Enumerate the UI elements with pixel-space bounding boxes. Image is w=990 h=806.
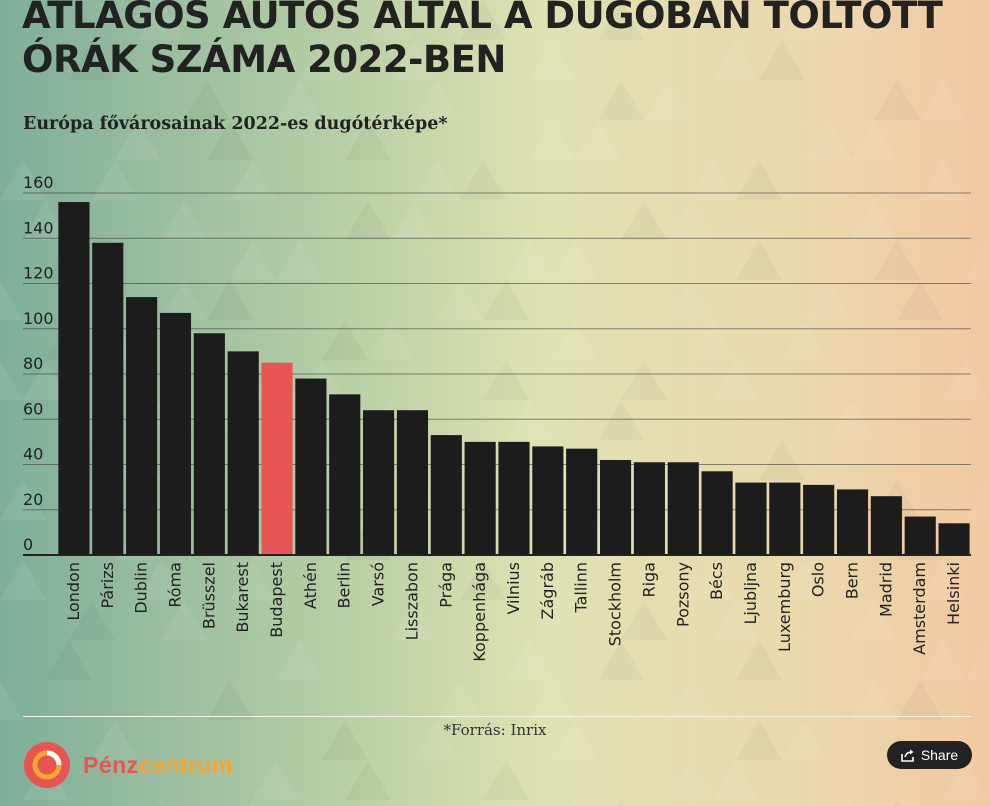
x-tick-label: Koppenhága — [470, 562, 489, 662]
bar — [566, 448, 598, 555]
bar — [92, 242, 124, 555]
y-tick-label: 100 — [23, 309, 54, 328]
footer-divider — [23, 716, 971, 717]
bar — [498, 441, 530, 555]
bar — [633, 462, 665, 555]
bar — [464, 441, 496, 555]
bar — [667, 462, 699, 555]
x-tick-label: Luxemburg — [775, 562, 794, 652]
bar — [938, 523, 970, 555]
logo-text-part2: centrum — [138, 751, 233, 778]
bar — [599, 459, 632, 555]
x-tick-label: Berlin — [335, 562, 354, 608]
bar — [870, 496, 902, 555]
bar — [396, 410, 429, 555]
y-tick-label: 140 — [23, 218, 54, 237]
x-tick-label: London — [64, 562, 83, 621]
y-tick-label: 160 — [23, 173, 54, 192]
bar — [329, 394, 361, 555]
x-tick-label: Róma — [165, 562, 184, 608]
x-tick-label: Helsinki — [944, 562, 963, 625]
bar — [227, 351, 259, 555]
bar — [803, 484, 835, 555]
share-label: Share — [920, 747, 959, 763]
share-icon — [901, 749, 914, 762]
chart-subtitle: Európa fővárosainak 2022-es dugótérképe* — [23, 114, 448, 134]
x-tick-label: Dublin — [132, 562, 151, 614]
x-tick-label: Amsterdam — [910, 562, 929, 655]
x-tick-label: Budapest — [267, 562, 286, 638]
x-tick-label: Oslo — [809, 562, 828, 597]
penzcentrum-logo-icon — [24, 742, 70, 788]
y-tick-label: 120 — [23, 264, 54, 283]
x-tick-label: Lisszabon — [402, 562, 421, 640]
bar — [363, 410, 395, 555]
y-tick-label: 80 — [23, 354, 43, 373]
x-tick-label: Ljubljna — [741, 562, 760, 625]
bar — [126, 297, 158, 555]
x-tick-label: Vilnius — [504, 562, 523, 615]
bar — [836, 489, 869, 555]
brand-logo[interactable]: Pénzcentrum — [23, 741, 233, 789]
x-tick-label: Zágráb — [538, 562, 557, 619]
bar — [701, 471, 733, 555]
x-tick-label: Bern — [843, 562, 862, 599]
bar — [904, 516, 936, 555]
bar — [193, 333, 225, 555]
x-tick-label: Brüsszel — [199, 562, 218, 629]
y-tick-label: 0 — [23, 535, 33, 554]
bar — [769, 482, 801, 555]
x-tick-label: Pozsony — [673, 562, 692, 627]
x-tick-label: Bécs — [707, 562, 726, 600]
x-tick-label: Párizs — [98, 562, 117, 609]
x-tick-label: Prága — [436, 562, 455, 608]
x-tick-label: Varsó — [369, 562, 388, 606]
x-tick-label: Madrid — [876, 562, 895, 617]
bar — [430, 435, 462, 555]
x-tick-label: Athén — [301, 562, 320, 609]
bar-chart: 0 20 40 60 80 100 120 140 160 London Párizs Dublin R… — [23, 173, 971, 662]
logo-text-part1: Pénz — [83, 751, 139, 778]
bar — [58, 202, 90, 556]
bar — [261, 362, 293, 555]
x-tick-label: Riga — [639, 562, 658, 598]
y-tick-label: 60 — [23, 399, 43, 418]
share-button[interactable]: Share — [887, 741, 972, 769]
x-tick-label: Bukarest — [233, 562, 252, 633]
bar — [532, 446, 564, 555]
y-tick-label: 20 — [23, 490, 43, 509]
chart-title: ÁTLAGOS AUTÓS ÁLTAL A DUGÓBAN TÖLTÖTT ÓR… — [22, 0, 943, 81]
x-tick-label: Stockholm — [606, 562, 625, 646]
bar — [735, 482, 767, 555]
y-tick-label: 40 — [23, 445, 43, 464]
x-tick-label: Tallinn — [572, 562, 591, 614]
bar — [159, 312, 192, 555]
bar — [295, 378, 327, 555]
source-note: *Forrás: Inrix — [443, 721, 547, 739]
